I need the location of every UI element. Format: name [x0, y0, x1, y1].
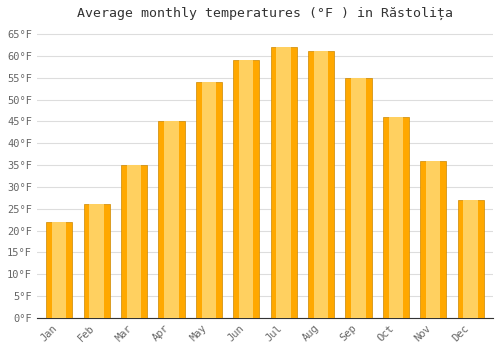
Bar	[164, 121, 178, 318]
Bar	[84, 204, 110, 318]
Bar	[127, 165, 141, 318]
Bar	[351, 78, 366, 318]
Bar	[90, 204, 104, 318]
Bar	[46, 222, 72, 318]
Bar	[388, 117, 403, 318]
Bar	[121, 165, 147, 318]
Bar	[308, 51, 334, 318]
Bar	[202, 82, 216, 318]
Title: Average monthly temperatures (°F ) in Răstolița: Average monthly temperatures (°F ) in Ră…	[77, 7, 453, 20]
Bar	[196, 82, 222, 318]
Bar	[276, 47, 291, 318]
Bar	[233, 60, 260, 318]
Bar	[382, 117, 409, 318]
Bar	[270, 47, 296, 318]
Bar	[346, 78, 372, 318]
Bar	[464, 200, 478, 318]
Bar	[420, 161, 446, 318]
Bar	[52, 222, 66, 318]
Bar	[314, 51, 328, 318]
Bar	[426, 161, 440, 318]
Bar	[458, 200, 483, 318]
Bar	[158, 121, 184, 318]
Bar	[239, 60, 254, 318]
